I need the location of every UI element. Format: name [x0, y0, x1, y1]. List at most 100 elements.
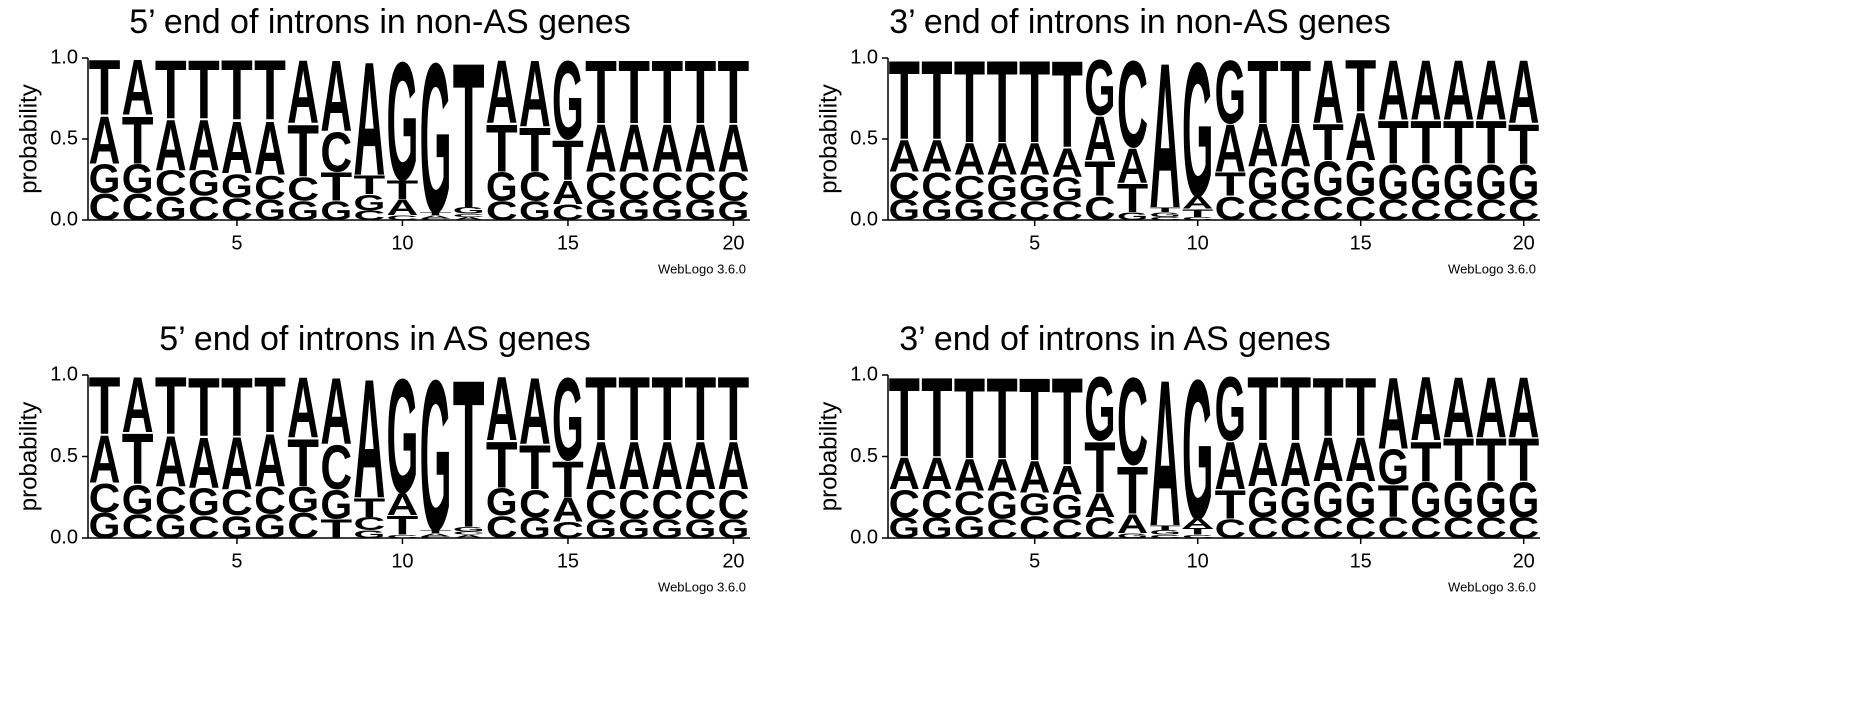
logo-glyph: A — [1149, 336, 1180, 569]
logo-glyph: G — [585, 193, 617, 226]
logo-glyph: A — [651, 429, 683, 504]
logo-glyph: A — [684, 111, 716, 186]
x-tick-label: 5 — [231, 232, 242, 254]
logo-glyph: G — [155, 189, 187, 227]
logo-glyph: A — [122, 45, 154, 132]
x-tick-label: 20 — [1513, 232, 1535, 254]
logo-glyph: A — [954, 450, 985, 500]
logo-glyph: G — [89, 505, 121, 545]
x-tick-label: 5 — [1029, 232, 1040, 254]
panel-title: 5’ end of introns in non-AS genes — [129, 3, 631, 41]
logo-glyph: G — [188, 163, 220, 203]
logo-glyph: A — [1052, 140, 1083, 185]
logo-glyph: G — [1084, 360, 1115, 461]
logo-glyph: A — [1443, 42, 1474, 138]
logo-glyph: T — [519, 114, 551, 185]
logo-glyph: A — [221, 106, 253, 189]
logo-glyph: C — [155, 479, 187, 522]
logo-glyph: A — [287, 42, 319, 142]
logo-glyph: C — [1182, 534, 1213, 539]
logo-glyph: C — [1247, 511, 1278, 544]
logo-glyph: G — [1149, 211, 1180, 219]
logo-glyph: A — [519, 41, 551, 147]
y-tick-label: 0.0 — [50, 526, 78, 548]
logo-glyph: G — [420, 20, 452, 258]
logo-glyph: G — [486, 164, 518, 209]
y-tick-label: 0.5 — [850, 445, 878, 467]
logo-glyph: A — [684, 429, 716, 504]
logo-glyph: T — [618, 42, 650, 142]
logo-glyph: T — [1215, 482, 1246, 527]
logo-glyph: T — [320, 164, 352, 209]
logo-glyph: A — [1508, 42, 1539, 142]
x-tick-label: 10 — [1187, 232, 1209, 254]
logo-glyph: C — [585, 165, 617, 208]
logo-glyph: C — [585, 482, 617, 527]
logo-glyph: G — [1019, 168, 1050, 208]
logo-glyph: A — [453, 216, 485, 221]
logo-glyph: T — [221, 360, 253, 454]
logo-glyph: G — [1475, 154, 1506, 209]
logo-glyph: A — [1475, 359, 1506, 455]
logo-glyph: T — [89, 360, 121, 451]
y-tick-label: 0.0 — [50, 208, 78, 230]
logo-glyph: T — [1084, 427, 1115, 508]
y-tick-label: 1.0 — [850, 363, 878, 385]
logo-glyph: T — [320, 514, 352, 544]
logo-glyph: G — [1345, 151, 1376, 206]
logo-glyph: C — [1312, 511, 1343, 544]
logo-glyph: G — [1052, 170, 1083, 208]
logo-glyph: C — [1247, 193, 1278, 226]
y-tick-label: 0.0 — [850, 526, 878, 548]
logo-glyph: A — [254, 105, 286, 191]
logo-glyph: A — [718, 111, 750, 186]
logo-glyph: T — [287, 109, 319, 192]
logo-glyph: G — [155, 507, 187, 545]
logo-glyph: T — [353, 170, 385, 200]
logo-glyph: G — [1215, 42, 1246, 142]
logo-glyph: A — [1117, 509, 1148, 539]
logo-glyph: A — [188, 105, 220, 185]
logo-glyph: A — [1247, 111, 1278, 179]
logo-glyph: G — [320, 196, 352, 226]
logo-glyph: G — [122, 477, 154, 522]
logo-glyph: A — [921, 449, 952, 499]
logo-glyph: A — [618, 111, 650, 186]
logo-glyph: C — [188, 189, 220, 227]
panel-title: 3’ end of introns in AS genes — [899, 320, 1331, 358]
logo-glyph: A — [486, 360, 518, 461]
logo-glyph: A — [122, 361, 154, 450]
logo-glyph: T — [1182, 527, 1213, 537]
logo-glyph: T — [1149, 206, 1180, 214]
logo-glyph: C — [287, 170, 319, 208]
logo-glyph: G — [453, 206, 485, 216]
logo-glyph: G — [1149, 529, 1180, 537]
x-tick-label: 10 — [1187, 550, 1209, 572]
logo-glyph: C — [1149, 216, 1180, 221]
logo-glyph: A — [155, 420, 187, 501]
panel-title: 3’ end of introns in non-AS genes — [889, 3, 1391, 41]
logo-glyph: T — [486, 428, 518, 502]
logo-glyph: T — [387, 510, 419, 540]
logo-glyph: T — [1084, 151, 1115, 206]
logo-glyph: T — [1345, 360, 1376, 454]
logo-glyph: A — [1345, 100, 1376, 175]
logo-glyph: A — [1280, 111, 1311, 179]
logo-glyph: A — [1508, 359, 1539, 455]
logo-glyph: G — [254, 507, 286, 545]
logo-glyph: T — [188, 360, 220, 454]
logo-glyph: T — [1508, 113, 1539, 175]
logo-glyph: T — [954, 37, 985, 168]
logo-glyph: A — [986, 450, 1017, 500]
logo-glyph: T — [585, 42, 617, 142]
y-tick-label: 0.5 — [850, 127, 878, 149]
logo-glyph: A — [1410, 42, 1441, 138]
logo-glyph: G — [684, 193, 716, 226]
logo-glyph: C — [1378, 511, 1409, 544]
logo-glyph: G — [1475, 471, 1506, 527]
logo-glyph: T — [1312, 360, 1343, 454]
logo-glyph: C — [486, 196, 518, 226]
logo-glyph: G — [618, 514, 650, 544]
